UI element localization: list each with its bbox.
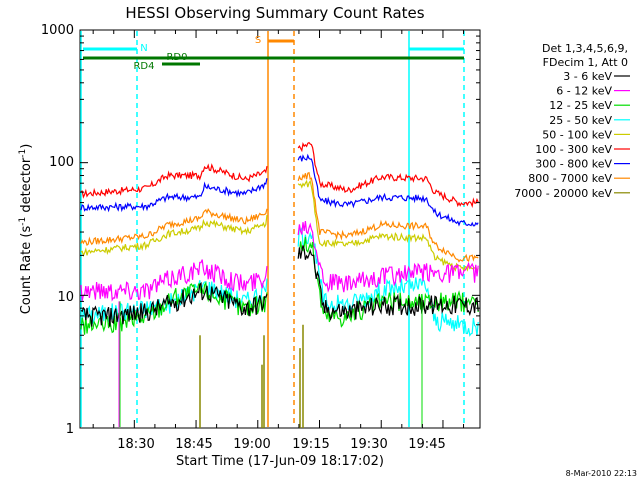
legend-label: 7000 - 20000 keV xyxy=(514,187,612,200)
plot-frame xyxy=(79,29,481,429)
legend-label: 800 - 7000 keV xyxy=(528,172,612,185)
annotation-rd4: RD4 xyxy=(133,61,154,72)
legend-header: FDecim 1, Att 0 xyxy=(543,56,628,69)
series-line-100-300-kev xyxy=(80,141,479,208)
annotation-s: S xyxy=(255,35,261,46)
x-tick-label: 18:30 xyxy=(117,437,154,452)
legend-label: 6 - 12 keV xyxy=(556,85,612,98)
plot-area xyxy=(80,31,479,428)
legend-label: 300 - 800 keV xyxy=(535,158,612,171)
annotation-rd0: RD0 xyxy=(166,52,187,63)
x-tick-label: 19:45 xyxy=(408,437,445,452)
footer-timestamp: 8-Mar-2010 22:13 xyxy=(566,469,637,478)
y-tick-label: 10 xyxy=(57,290,74,305)
y-axis-label-main: Count Rate (s xyxy=(19,226,34,315)
x-tick-label: 19:30 xyxy=(350,437,387,452)
y-axis-label-sup2: -1 xyxy=(18,149,28,158)
x-tick-label: 18:45 xyxy=(175,437,212,452)
series-line-300-800-kev xyxy=(80,153,479,227)
legend-label: 25 - 50 keV xyxy=(549,114,612,127)
legend-label: 50 - 100 keV xyxy=(542,128,612,141)
legend-header: Det 1,3,4,5,6,9, xyxy=(542,42,628,55)
x-tick-label: 19:00 xyxy=(233,437,270,452)
y-axis-label-sup1: -1 xyxy=(18,217,28,226)
x-tick-label: 19:15 xyxy=(292,437,329,452)
annotation-n: N xyxy=(140,43,147,54)
legend-label: 12 - 25 keV xyxy=(549,99,612,112)
y-axis-label: Count Rate (s-1 detector-1) xyxy=(18,144,34,315)
y-axis-label-mid: detector xyxy=(19,157,34,217)
legend: Det 1,3,4,5,6,9, FDecim 1, Att 0 3 - 6 k… xyxy=(514,42,630,200)
x-axis-label: Start Time (17-Jun-09 18:17:02) xyxy=(176,454,384,469)
series-line-3-6-kev xyxy=(80,245,479,327)
series-line-50-100-kev xyxy=(80,179,479,274)
series-line-800-7000-kev xyxy=(80,171,479,263)
x-axis: 18:30 18:45 19:00 19:15 19:30 19:45 xyxy=(92,30,465,452)
chart-title: HESSI Observing Summary Count Rates xyxy=(125,4,424,22)
y-tick-label: 1 xyxy=(66,422,74,437)
series-line-6-12-kev xyxy=(80,221,479,302)
legend-label: 3 - 6 keV xyxy=(563,70,612,83)
y-axis: 1 10 100 1000 xyxy=(41,23,480,437)
legend-label: 100 - 300 keV xyxy=(535,143,612,156)
y-tick-label: 100 xyxy=(49,155,74,170)
y-tick-label: 1000 xyxy=(41,23,74,38)
y-axis-label-end: ) xyxy=(19,144,34,149)
